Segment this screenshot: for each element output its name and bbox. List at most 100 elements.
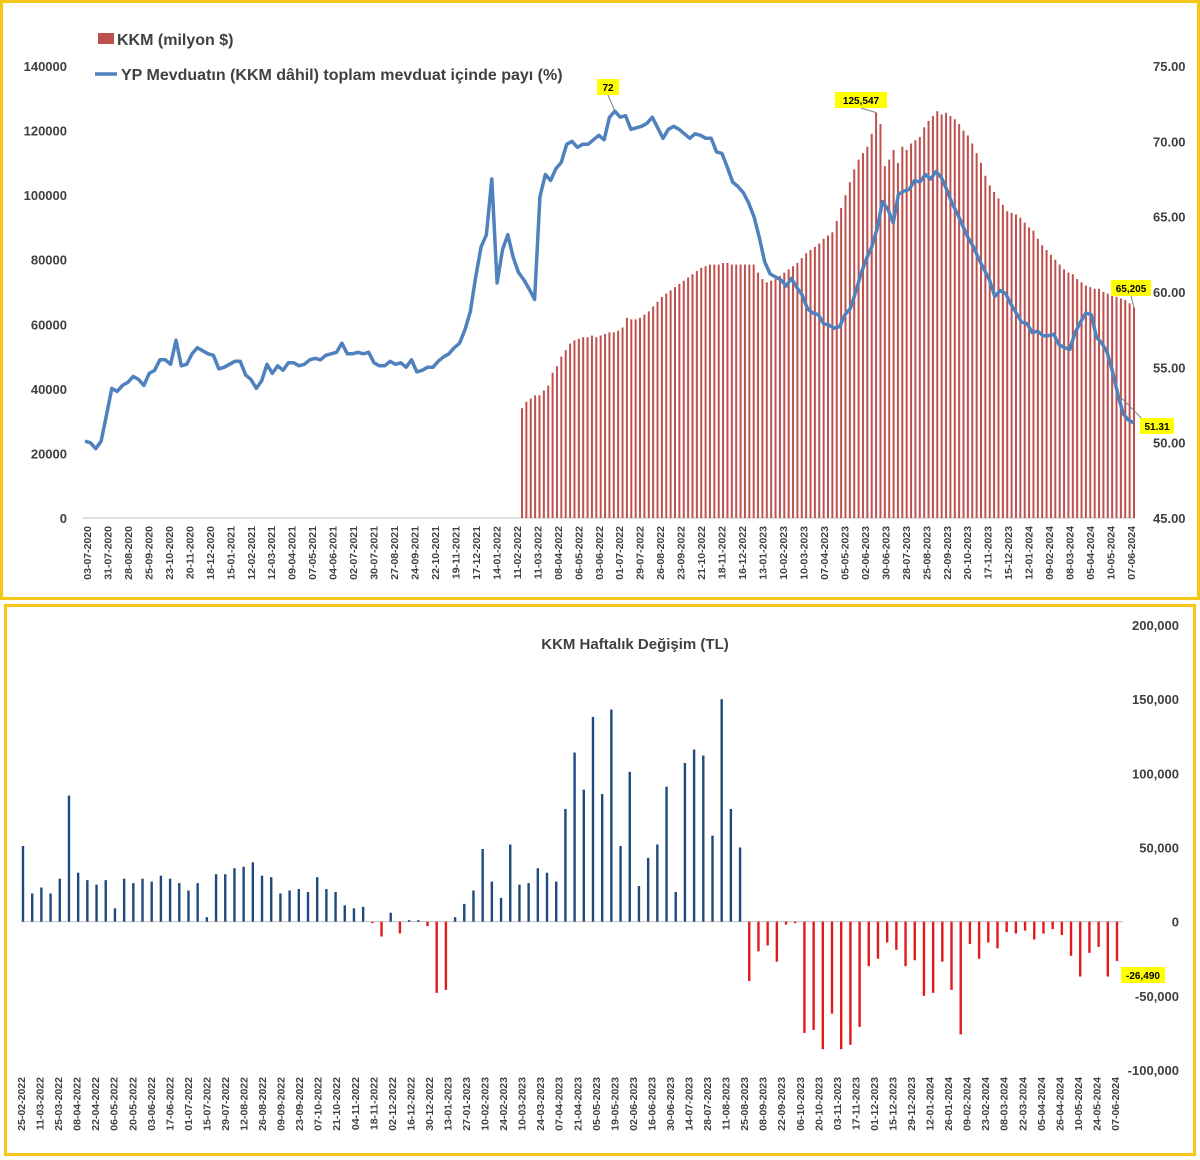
kkm-bar: [678, 283, 681, 518]
x-tick-label: 04-06-2021: [328, 526, 340, 580]
kkm-bar: [700, 267, 703, 518]
x-tick-label: 26-08-2022: [257, 1077, 269, 1131]
weekly-change-bar-positive: [600, 794, 604, 922]
weekly-change-bar-positive: [141, 878, 144, 922]
kkm-bar: [910, 143, 913, 518]
weekly-change-bar-negative: [987, 921, 990, 943]
kkm-bar: [604, 333, 607, 518]
weekly-change-bar-negative: [840, 921, 843, 1050]
weekly-change-bar-negative: [922, 921, 926, 996]
kkm-bar: [1098, 288, 1101, 518]
weekly-change-bar-positive: [564, 808, 567, 922]
kkm-bar: [660, 296, 663, 518]
x-tick-label: 15-12-2023: [887, 1077, 899, 1131]
kkm-bar: [634, 319, 637, 518]
callout-label: 72: [602, 83, 614, 94]
x-tick-label: 10-05-2024: [1073, 1077, 1085, 1131]
kkm-bar: [748, 264, 751, 518]
weekly-change-bar-positive: [288, 890, 291, 922]
kkm-bar: [752, 264, 755, 518]
kkm-bar: [708, 264, 711, 518]
kkm-bar: [538, 395, 541, 518]
kkm-bar: [1067, 272, 1070, 518]
callout-label: 125,547: [843, 96, 880, 107]
weekly-change-bar-positive: [389, 912, 392, 922]
x-tick-label: 17-12-2021: [471, 526, 483, 580]
kkm-bar: [792, 266, 795, 518]
kkm-bar: [1036, 238, 1039, 518]
kkm-bar: [848, 182, 851, 518]
kkm-bar: [722, 262, 725, 518]
y-left-tick-label: 120000: [24, 124, 67, 139]
kkm-bar: [1124, 300, 1127, 518]
weekly-change-bar-negative: [794, 921, 797, 924]
x-tick-label: 22-10-2021: [430, 526, 442, 580]
x-tick-label: 06-05-2022: [573, 526, 585, 580]
weekly-change-bar-positive: [417, 920, 420, 922]
x-tick-label: 23-10-2020: [164, 526, 176, 580]
x-tick-label: 16-12-2022: [405, 1077, 417, 1131]
kkm-bar: [796, 262, 799, 518]
kkm-bar: [560, 356, 563, 518]
callout-box: [1140, 418, 1174, 434]
x-tick-label: 06-05-2022: [109, 1077, 121, 1131]
kkm-bar: [892, 149, 895, 518]
x-tick-label: 14-07-2023: [684, 1077, 696, 1131]
x-tick-label: 14-01-2022: [491, 526, 503, 580]
kkm-bar: [765, 282, 768, 518]
x-tick-label: 05-05-2023: [839, 526, 851, 580]
weekly-change-bar-positive: [325, 889, 328, 922]
weekly-change-bar-positive: [545, 872, 549, 922]
kkm-bar: [1111, 295, 1114, 518]
weekly-change-bar-positive: [86, 880, 89, 922]
kkm-bar: [1010, 212, 1013, 518]
x-tick-label: 29-07-2022: [635, 526, 647, 580]
kkm-bar: [853, 169, 856, 519]
kkm-bar: [608, 332, 611, 518]
kkm-bar: [1089, 287, 1092, 518]
weekly-change-bar-positive: [242, 866, 245, 922]
kkm-bar: [529, 398, 532, 518]
weekly-change-bar-negative: [830, 921, 834, 1014]
kkm-bar: [918, 137, 921, 518]
x-tick-label: 11-08-2023: [721, 1077, 733, 1130]
x-tick-label: 03-07-2020: [82, 526, 94, 580]
x-tick-label: 24-02-2023: [498, 1077, 510, 1131]
y-right-tick-label: 60.00: [1153, 285, 1186, 300]
weekly-change-bar-positive: [702, 755, 705, 922]
kkm-bar: [883, 166, 886, 519]
callout-leader: [860, 107, 877, 114]
x-tick-label: 20-10-2023: [813, 1077, 825, 1131]
y-right-tick-label: -100,000: [1128, 1063, 1179, 1078]
x-tick-label: 25-09-2020: [143, 526, 155, 580]
x-tick-label: 25-08-2023: [739, 1077, 751, 1131]
weekly-change-bar-negative: [959, 921, 962, 1035]
kkm-bar: [993, 191, 996, 518]
kkm-bar: [975, 153, 978, 518]
weekly-change-bar-negative: [968, 921, 972, 944]
weekly-change-bar-negative: [1014, 921, 1018, 934]
y-right-tick-label: 70.00: [1153, 134, 1186, 149]
weekly-change-bar-negative: [435, 921, 438, 993]
x-tick-label: 11-03-2022: [35, 1077, 47, 1130]
weekly-change-bar-positive: [619, 846, 622, 922]
x-tick-label: 13-01-2023: [442, 1077, 454, 1131]
x-tick-label: 22-09-2023: [942, 526, 954, 580]
x-tick-label: 31-07-2020: [102, 526, 114, 580]
callout-box: [1121, 967, 1165, 983]
y-right-tick-label: 100,000: [1132, 766, 1179, 781]
kkm-bar: [1076, 279, 1079, 518]
kkm-bar: [949, 116, 952, 519]
x-tick-label: 08-09-2023: [758, 1077, 770, 1131]
weekly-change-bar-positive: [30, 893, 34, 922]
kkm-bar: [980, 162, 982, 518]
x-tick-label: 18-11-2022: [368, 1077, 380, 1130]
weekly-change-bar-negative: [904, 921, 907, 967]
kkm-bar: [542, 390, 545, 518]
x-tick-label: 04-11-2022: [350, 1077, 362, 1130]
x-tick-label: 30-06-2023: [880, 526, 892, 580]
kkm-bar: [861, 153, 864, 518]
kkm-bar: [717, 264, 720, 518]
weekly-change-bar-positive: [555, 881, 558, 922]
x-tick-label: 23-02-2024: [980, 1077, 992, 1131]
